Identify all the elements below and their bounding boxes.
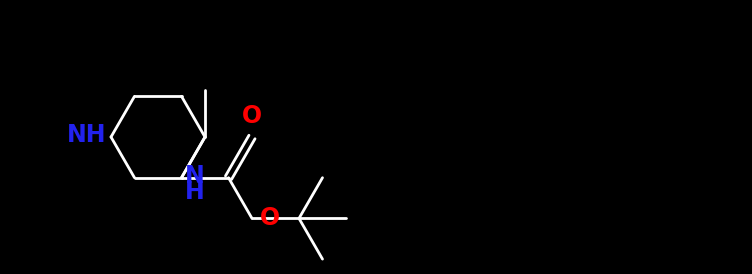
Text: N: N (184, 164, 205, 188)
Text: O: O (260, 206, 280, 230)
Text: O: O (242, 104, 262, 128)
Text: NH: NH (66, 123, 106, 147)
Text: H: H (184, 180, 205, 204)
